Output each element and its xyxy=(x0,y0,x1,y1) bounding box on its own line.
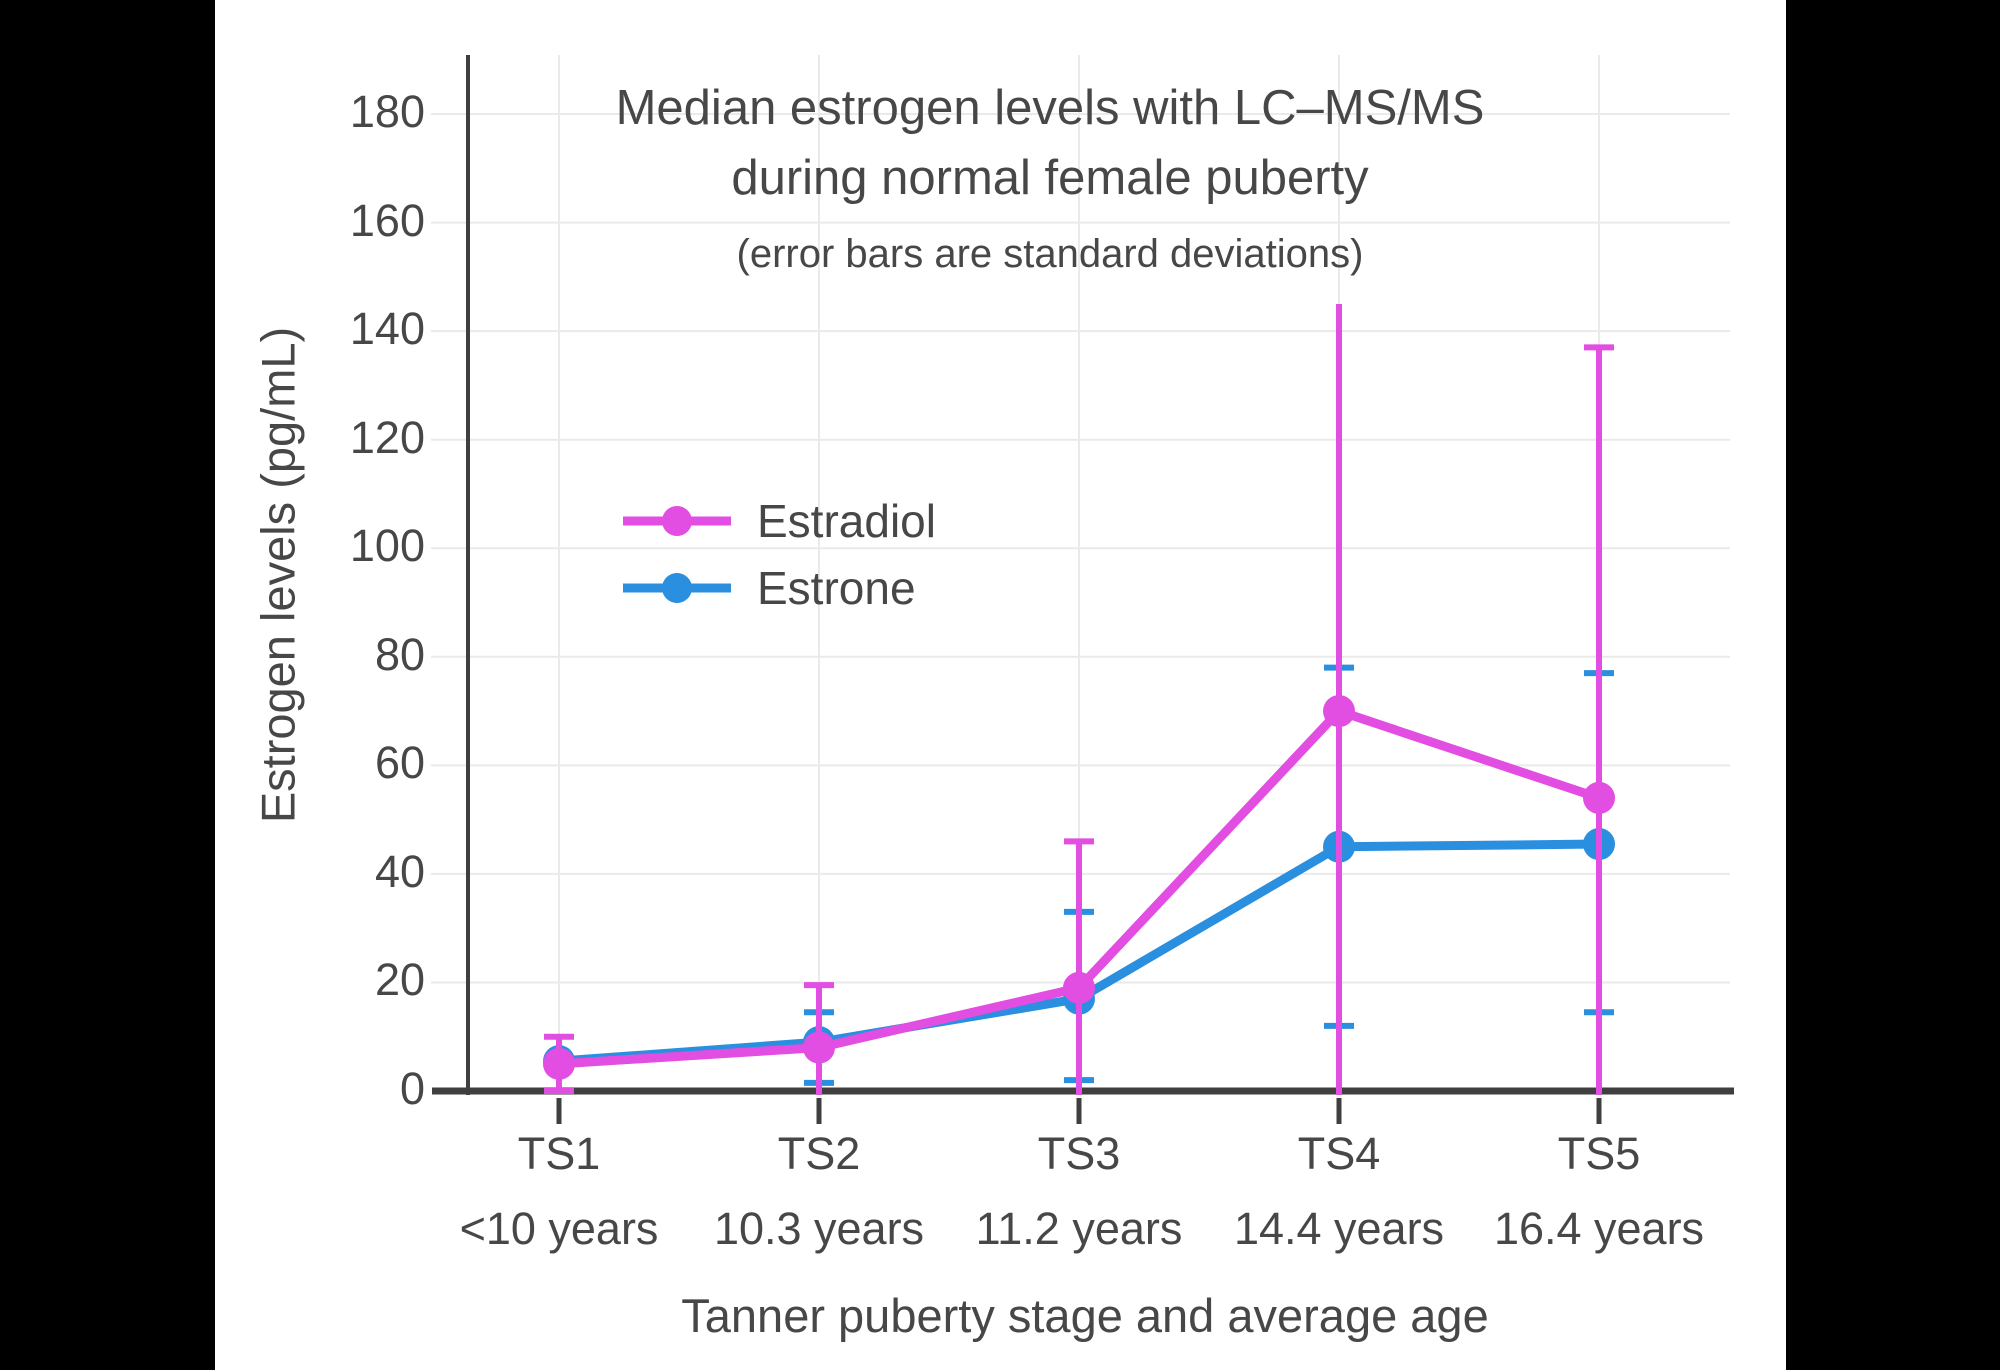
legend-item-estrone: Estrone xyxy=(621,554,936,621)
estradiol-point xyxy=(1063,971,1095,1004)
chart-subtitle: (error bars are standard deviations) xyxy=(736,232,1364,276)
estradiol-legend-swatch xyxy=(623,505,731,536)
x-tick-label-stage: TS3 xyxy=(1037,1128,1121,1179)
y-tick-label: 100 xyxy=(349,520,425,572)
x-tick-label-stage: TS2 xyxy=(777,1128,861,1179)
y-tick-label: 180 xyxy=(349,85,425,137)
estradiol-point xyxy=(1323,695,1355,728)
x-tick-label-age: 14.4 years xyxy=(1233,1203,1445,1254)
y-tick-label: 20 xyxy=(374,954,425,1006)
x-tick-label-age: 10.3 years xyxy=(713,1203,925,1254)
y-tick-label: 80 xyxy=(374,628,425,680)
plot-area xyxy=(431,55,1734,1124)
chart-title-line1: Median estrogen levels with LC–MS/MS xyxy=(615,81,1485,135)
y-tick-label: 120 xyxy=(349,411,425,463)
y-tick-label: 60 xyxy=(374,737,425,789)
legend: Estradiol Estrone xyxy=(621,487,936,621)
chart-canvas: Median estrogen levels with LC–MS/MS dur… xyxy=(215,0,1786,1370)
estradiol-point xyxy=(1583,781,1615,814)
y-tick-label: 0 xyxy=(399,1062,425,1114)
x-tick-label-age: 11.2 years xyxy=(975,1203,1183,1254)
legend-label-estradiol: Estradiol xyxy=(757,494,936,547)
x-tick-label-age: <10 years xyxy=(459,1203,659,1254)
legend-label-estrone: Estrone xyxy=(757,561,916,614)
chart-title-line2: during normal female puberty xyxy=(731,151,1369,205)
x-tick-label-stage: TS5 xyxy=(1557,1128,1641,1179)
y-tick-label: 140 xyxy=(349,303,425,355)
x-tick-label-age: 16.4 years xyxy=(1493,1203,1705,1254)
estrone-legend-swatch xyxy=(623,572,731,603)
x-axis-title: Tanner puberty stage and average age xyxy=(681,1289,1489,1342)
legend-item-estradiol: Estradiol xyxy=(621,487,936,554)
x-tick-label-stage: TS1 xyxy=(517,1128,601,1179)
estradiol-point xyxy=(543,1047,575,1080)
estradiol-point xyxy=(803,1031,835,1064)
y-tick-label: 160 xyxy=(349,194,425,246)
x-tick-label-stage: TS4 xyxy=(1297,1128,1381,1179)
y-tick-label: 40 xyxy=(374,845,425,897)
